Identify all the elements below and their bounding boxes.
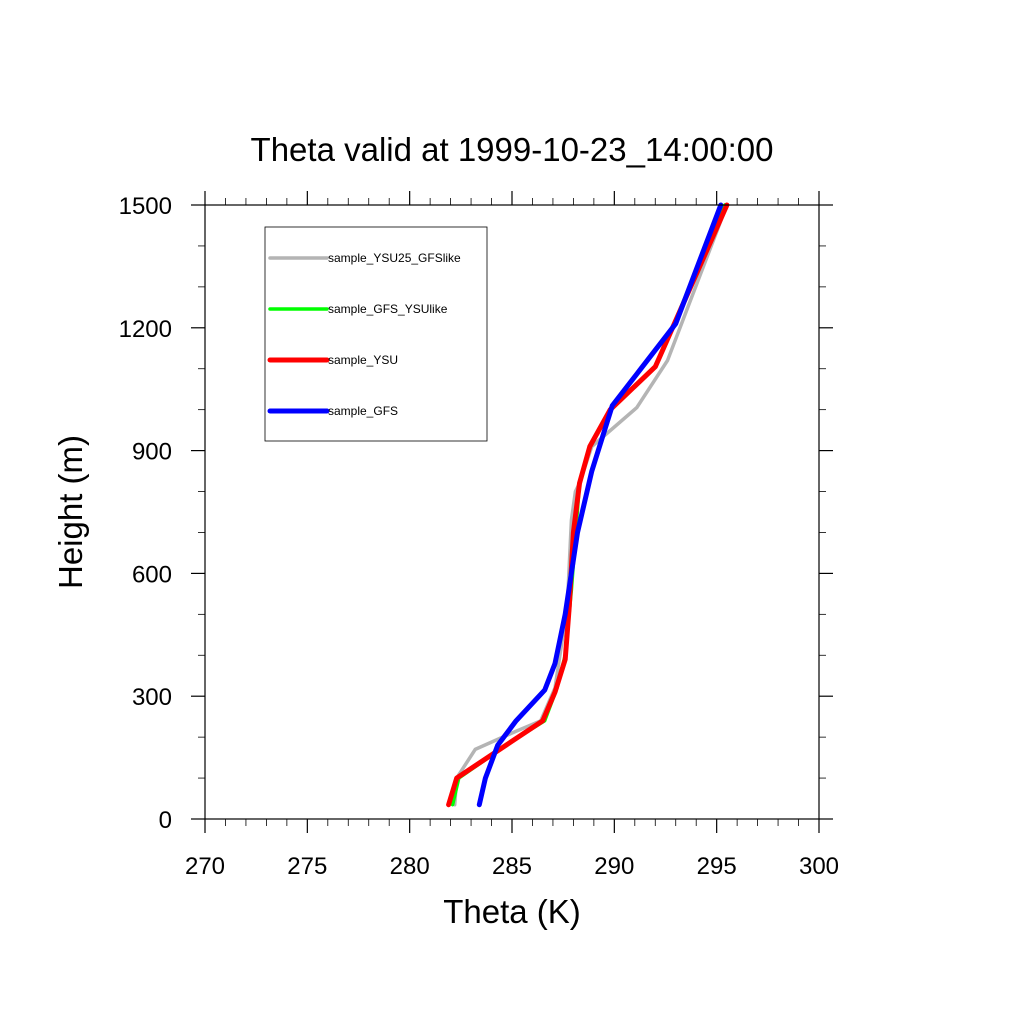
axis-tick-labels: 270 275 280 285 290 295 300 0 300 600 900 1200 1500 xyxy=(119,193,839,880)
legend-label: sample_YSU25_GFSlike xyxy=(328,251,461,265)
x-tick-label: 290 xyxy=(594,853,634,880)
legend: sample_YSU25_GFSlike sample_GFS_YSUlikesa… xyxy=(264,226,488,442)
legend-label: sample_YSU xyxy=(328,353,398,367)
legend-label: sample_GFS_YSUlike xyxy=(328,302,448,316)
data-series xyxy=(446,202,730,808)
series-line-sample-gfs xyxy=(476,202,724,808)
x-tick-label: 275 xyxy=(287,853,327,880)
y-tick-label: 300 xyxy=(132,684,172,711)
y-tick-label: 1500 xyxy=(119,193,172,220)
y-tick-label: 600 xyxy=(132,561,172,588)
x-axis-label: Theta (K) xyxy=(443,893,581,930)
chart-title: Theta valid at 1999-10-23_14:00:00 xyxy=(251,131,774,168)
axis-ticks xyxy=(191,191,833,833)
plot-frame xyxy=(204,204,820,820)
legend-label: sample_GFS xyxy=(328,404,398,418)
x-tick-label: 300 xyxy=(799,853,839,880)
x-tick-label: 285 xyxy=(492,853,532,880)
y-axis-label: Height (m) xyxy=(52,435,89,589)
x-tick-label: 270 xyxy=(185,853,225,880)
legend-box xyxy=(264,226,488,442)
x-tick-label: 280 xyxy=(390,853,430,880)
y-tick-label: 1200 xyxy=(119,316,172,343)
x-tick-label: 295 xyxy=(697,853,737,880)
y-tick-label: 900 xyxy=(132,439,172,466)
y-tick-label: 0 xyxy=(159,807,172,834)
